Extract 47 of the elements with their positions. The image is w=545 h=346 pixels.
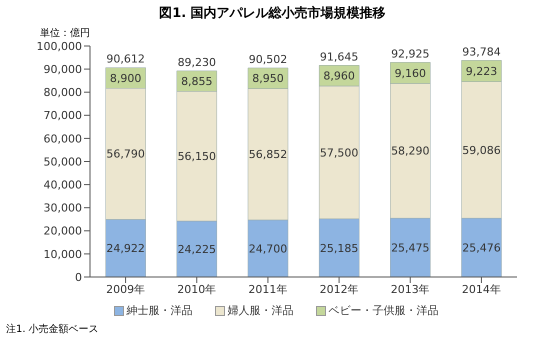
total-label: 92,925: [391, 47, 430, 60]
data-label: 59,086: [462, 144, 501, 157]
data-label: 24,922: [106, 242, 145, 256]
total-label: 90,612: [106, 52, 145, 66]
y-axis-title: 単位：億円: [40, 26, 90, 40]
data-label: 8,900: [110, 72, 142, 85]
x-tick-label: 2014年: [462, 282, 501, 296]
y-tick-label: 60,000: [44, 132, 82, 146]
x-tick-label: 2012年: [320, 282, 359, 296]
y-tick-label: 50,000: [44, 155, 82, 168]
data-label: 8,855: [181, 75, 213, 88]
legend-label: 紳士服・洋品: [126, 303, 192, 318]
legend-label: ベビー・子供服・洋品: [328, 303, 438, 318]
data-label: 56,150: [178, 150, 216, 164]
legend-label: 婦人服・洋品: [228, 303, 294, 318]
total-label: 91,645: [320, 50, 358, 64]
data-label: 25,185: [320, 242, 358, 255]
y-tick-label: 100,000: [36, 40, 82, 53]
y-tick-label: 20,000: [44, 224, 82, 238]
data-label: 24,700: [248, 242, 288, 256]
y-tick-label: 70,000: [44, 109, 82, 122]
x-tick-label: 2009年: [106, 282, 146, 296]
text: 注1. 小売金額ベース: [6, 322, 99, 336]
x-tick-label: 2010年: [177, 282, 216, 296]
x-tick-label: 2011年: [248, 282, 288, 296]
total-label: 93,784: [462, 45, 501, 58]
data-label: 24,225: [178, 242, 216, 256]
total-label: 90,502: [248, 52, 288, 66]
y-tick-label: 80,000: [44, 86, 82, 100]
data-label: 25,476: [462, 241, 501, 254]
chart-title: 図1. 国内アパレル総小売市場規模推移: [158, 4, 387, 22]
y-tick-label: 30,000: [44, 202, 82, 215]
data-label: 8,960: [323, 70, 355, 83]
x-tick-label: 2013年: [390, 282, 430, 296]
data-label: 56,790: [106, 148, 145, 161]
data-label: 9,223: [466, 64, 498, 78]
y-tick-label: 90,000: [44, 63, 82, 76]
data-label: 8,950: [252, 72, 284, 86]
data-label: 56,852: [248, 148, 288, 162]
y-tick-label: 0: [75, 270, 82, 284]
data-label: 25,475: [391, 241, 430, 254]
data-label: 57,500: [320, 146, 358, 160]
data-label: 9,160: [394, 66, 426, 80]
y-tick-label: 40,000: [44, 178, 82, 192]
total-label: 89,230: [178, 56, 216, 69]
data-label: 58,290: [391, 144, 430, 158]
y-tick-label: 10,000: [44, 248, 82, 261]
